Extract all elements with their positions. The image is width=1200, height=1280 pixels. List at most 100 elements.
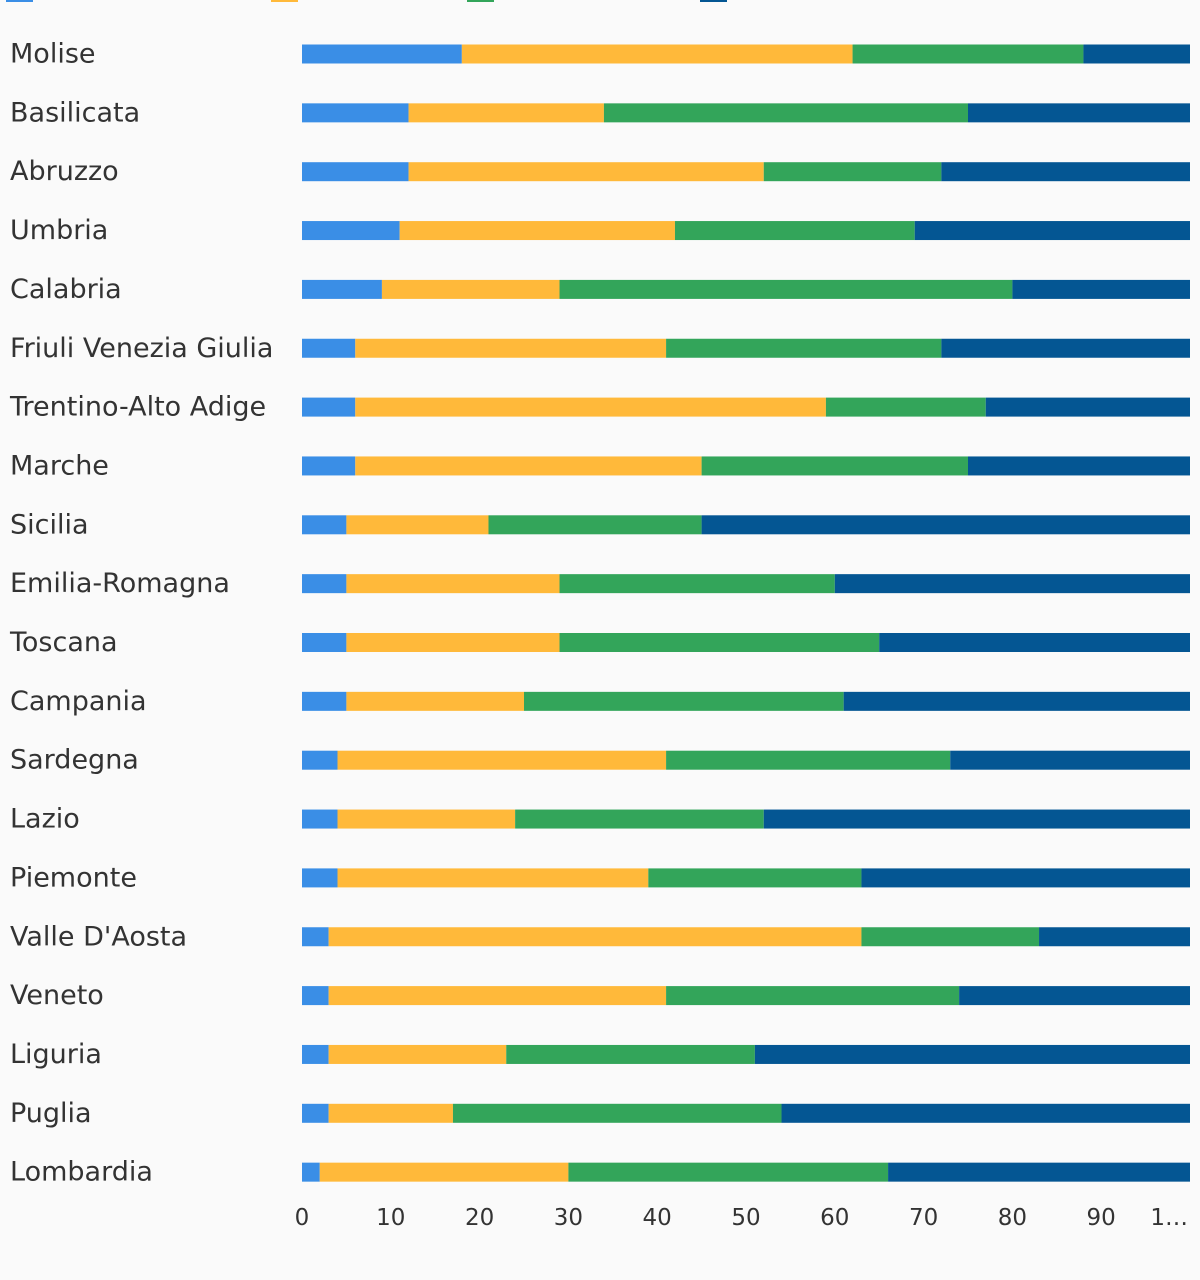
bar-campania-series-3 bbox=[524, 691, 844, 711]
x-tick-label: 20 bbox=[465, 1205, 494, 1231]
category-label-campania: Campania bbox=[10, 686, 147, 717]
category-label-lombardia: Lombardia bbox=[10, 1157, 153, 1188]
x-tick-label: 80 bbox=[998, 1205, 1027, 1231]
bar-liguria-series-3 bbox=[506, 1044, 755, 1064]
bar-valle-d-aosta-series-2 bbox=[328, 927, 862, 947]
bar-liguria-series-2 bbox=[328, 1044, 507, 1064]
bar-liguria-series-4 bbox=[754, 1044, 1190, 1064]
bar-valle-d-aosta-series-3 bbox=[861, 927, 1040, 947]
bar-valle-d-aosta-series-1 bbox=[302, 927, 329, 947]
bar-umbria-series-2 bbox=[399, 221, 675, 241]
bar-piemonte-series-3 bbox=[648, 868, 862, 888]
bar-lombardia-series-3 bbox=[568, 1162, 889, 1182]
category-label-umbria: Umbria bbox=[10, 215, 108, 246]
bar-sicilia-series-3 bbox=[488, 515, 702, 535]
category-labels: Molise Basilicata Abruzzo Umbria Calabria Fri… bbox=[9, 39, 273, 1188]
bars bbox=[302, 44, 1190, 1182]
category-label-abruzzo: Abruzzo bbox=[10, 156, 119, 187]
x-tick-label: 10 bbox=[376, 1205, 405, 1231]
bar-basilicata-series-2 bbox=[408, 103, 604, 123]
bar-sardegna-series-3 bbox=[666, 750, 951, 770]
x-tick-label: 50 bbox=[731, 1205, 760, 1231]
bar-toscana-series-3 bbox=[559, 633, 880, 652]
bar-sardegna-series-2 bbox=[337, 750, 667, 770]
bar-emilia-romagna-series-4 bbox=[834, 574, 1190, 594]
x-tick-label: 60 bbox=[820, 1205, 849, 1231]
category-label-lazio: Lazio bbox=[10, 804, 80, 835]
bar-trentino-alto-adige-series-2 bbox=[355, 397, 826, 417]
bar-emilia-romagna-series-3 bbox=[559, 574, 835, 594]
bar-sardegna-series-4 bbox=[950, 750, 1190, 770]
category-label-basilicata: Basilicata bbox=[10, 97, 140, 128]
bar-friuli-venezia-giulia-series-2 bbox=[355, 338, 667, 358]
bar-puglia-series-4 bbox=[781, 1103, 1190, 1123]
bar-marche-series-1 bbox=[302, 456, 356, 476]
x-tick-label: 70 bbox=[909, 1205, 938, 1231]
bar-lazio-series-2 bbox=[337, 809, 516, 829]
category-label-piemonte: Piemonte bbox=[10, 862, 137, 893]
bar-calabria-series-1 bbox=[302, 279, 382, 299]
bar-lazio-series-3 bbox=[515, 809, 764, 829]
category-label-toscana: Toscana bbox=[9, 627, 118, 658]
bar-friuli-venezia-giulia-series-1 bbox=[302, 338, 356, 358]
bar-puglia-series-3 bbox=[452, 1103, 782, 1123]
x-axis-ticks: 0 10 20 30 40 50 60 70 80 90 1… bbox=[295, 1205, 1188, 1231]
category-label-calabria: Calabria bbox=[10, 274, 122, 305]
bar-marche-series-3 bbox=[701, 456, 968, 476]
category-label-veneto: Veneto bbox=[10, 980, 104, 1011]
bar-lombardia-series-1 bbox=[302, 1162, 320, 1182]
x-tick-label: 40 bbox=[643, 1205, 672, 1231]
bar-valle-d-aosta-series-4 bbox=[1039, 927, 1190, 947]
bar-umbria-series-1 bbox=[302, 221, 400, 241]
bar-puglia-series-2 bbox=[328, 1103, 453, 1123]
bar-sicilia-series-1 bbox=[302, 515, 347, 535]
legend-swatch-4 bbox=[700, 0, 727, 2]
category-label-liguria: Liguria bbox=[10, 1039, 102, 1070]
bar-veneto-series-2 bbox=[328, 986, 667, 1006]
bar-lombardia-series-4 bbox=[888, 1162, 1190, 1182]
bar-abruzzo-series-1 bbox=[302, 162, 409, 182]
bar-veneto-series-1 bbox=[302, 986, 329, 1006]
legend-swatch-1 bbox=[6, 0, 33, 2]
bar-puglia-series-1 bbox=[302, 1103, 329, 1123]
category-label-sicilia: Sicilia bbox=[10, 509, 89, 540]
bar-molise-series-1 bbox=[302, 44, 462, 64]
bar-abruzzo-series-4 bbox=[941, 162, 1190, 182]
category-label-valle-d-aosta: Valle D'Aosta bbox=[10, 921, 187, 952]
x-tick-label: 0 bbox=[295, 1205, 310, 1231]
bar-friuli-venezia-giulia-series-4 bbox=[941, 338, 1190, 358]
legend-swatch-2 bbox=[271, 0, 298, 2]
bar-abruzzo-series-2 bbox=[408, 162, 764, 182]
bar-basilicata-series-3 bbox=[603, 103, 968, 123]
bar-piemonte-series-1 bbox=[302, 868, 338, 888]
bar-lazio-series-1 bbox=[302, 809, 338, 829]
bar-trentino-alto-adige-series-4 bbox=[985, 397, 1190, 417]
bar-molise-series-2 bbox=[461, 44, 853, 64]
bar-calabria-series-3 bbox=[559, 279, 1013, 299]
category-label-puglia: Puglia bbox=[10, 1098, 92, 1129]
bar-campania-series-2 bbox=[346, 691, 524, 711]
bar-molise-series-3 bbox=[852, 44, 1084, 64]
bar-friuli-venezia-giulia-series-3 bbox=[666, 338, 942, 358]
x-tick-label: 90 bbox=[1087, 1205, 1116, 1231]
bar-calabria-series-4 bbox=[1012, 279, 1190, 299]
category-label-sardegna: Sardegna bbox=[10, 745, 139, 776]
bar-calabria-series-2 bbox=[381, 279, 560, 299]
bar-emilia-romagna-series-2 bbox=[346, 574, 560, 594]
bar-umbria-series-4 bbox=[914, 221, 1190, 241]
category-label-marche: Marche bbox=[10, 450, 109, 481]
x-tick-label: 1… bbox=[1150, 1205, 1188, 1231]
category-label-molise: Molise bbox=[10, 39, 96, 70]
bar-veneto-series-3 bbox=[666, 986, 960, 1006]
x-tick-label: 30 bbox=[554, 1205, 583, 1231]
bar-liguria-series-1 bbox=[302, 1044, 329, 1064]
bar-trentino-alto-adige-series-1 bbox=[302, 397, 356, 417]
bar-basilicata-series-4 bbox=[968, 103, 1190, 123]
bar-sicilia-series-4 bbox=[701, 515, 1190, 535]
bar-basilicata-series-1 bbox=[302, 103, 409, 123]
bar-piemonte-series-2 bbox=[337, 868, 649, 888]
bar-umbria-series-3 bbox=[674, 221, 915, 241]
legend-swatch-3 bbox=[467, 0, 494, 2]
